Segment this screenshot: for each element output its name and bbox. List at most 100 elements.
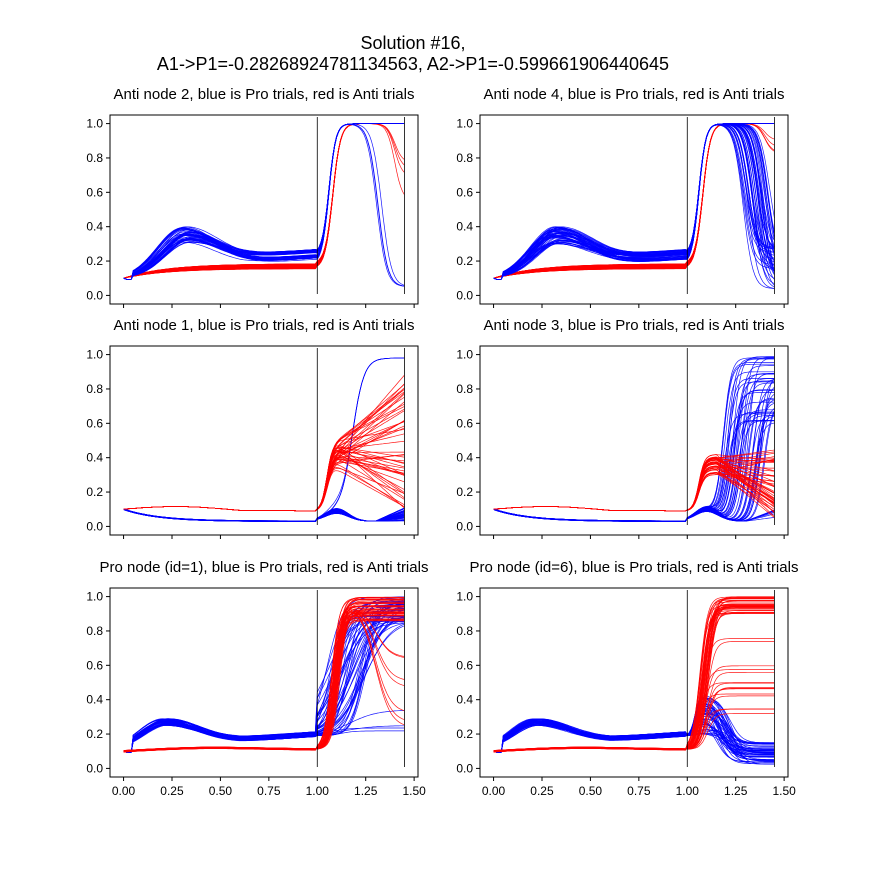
y-tick-label: 0.6: [86, 416, 103, 430]
x-tick-label: 0.75: [257, 784, 281, 798]
subplot-2: Anti node 4, blue is Pro trials, red is …: [456, 86, 789, 308]
axes-frame: [109, 587, 419, 778]
y-tick-label: 0.2: [456, 485, 473, 499]
y-tick-label: 0.4: [456, 220, 473, 234]
anti-trial-line: [123, 446, 405, 512]
y-tick-label: 0.4: [456, 451, 473, 465]
x-tick-label: 1.25: [354, 784, 378, 798]
y-tick-label: 1.0: [86, 590, 103, 604]
pro-trial-line: [493, 722, 775, 757]
anti-trial-line: [123, 610, 405, 752]
x-tick-label: 1.00: [306, 784, 330, 798]
anti-trial-line: [493, 612, 775, 752]
y-tick-label: 0.8: [456, 382, 473, 396]
y-tick-label: 1.0: [86, 348, 103, 362]
pro-trial-line: [493, 718, 775, 753]
x-tick-label: 1.00: [676, 784, 700, 798]
pro-trial-series: [493, 695, 775, 765]
figure-suptitle-line2: A1->P1=-0.28268924781134563, A2->P1=-0.5…: [157, 54, 669, 74]
anti-trial-line: [493, 606, 775, 751]
y-tick-label: 0.4: [86, 220, 103, 234]
anti-trial-line: [123, 605, 405, 752]
subplot-3: Anti node 1, blue is Pro trials, red is …: [86, 317, 419, 539]
y-tick-label: 0.8: [86, 624, 103, 638]
y-tick-label: 0.0: [456, 519, 473, 533]
pro-trial-line: [123, 607, 405, 753]
y-tick-label: 0.8: [86, 382, 103, 396]
y-tick-label: 0.6: [86, 658, 103, 672]
subplot-title: Anti node 2, blue is Pro trials, red is …: [114, 86, 415, 103]
pro-trial-line: [493, 124, 775, 280]
pro-trial-line: [493, 508, 775, 522]
subplot-title: Anti node 1, blue is Pro trials, red is …: [114, 317, 415, 334]
y-tick-label: 0.8: [456, 624, 473, 638]
x-tick-label: 1.25: [724, 784, 748, 798]
anti-trial-series: [493, 449, 775, 518]
y-tick-label: 0.2: [456, 254, 473, 268]
x-tick-label: 0.00: [112, 784, 136, 798]
x-tick-label: 0.75: [627, 784, 651, 798]
pro-trial-series: [123, 357, 405, 522]
subplot-4: Anti node 3, blue is Pro trials, red is …: [456, 317, 789, 539]
pro-trial-series: [493, 356, 775, 522]
y-tick-label: 0.0: [456, 288, 473, 302]
subplot-title: Pro node (id=6), blue is Pro trials, red…: [470, 559, 799, 576]
y-tick-label: 0.4: [86, 451, 103, 465]
pro-trial-line: [493, 123, 775, 280]
y-tick-label: 0.4: [456, 693, 473, 707]
y-tick-label: 1.0: [456, 590, 473, 604]
anti-trial-line: [123, 609, 405, 751]
subplot-title: Pro node (id=1), blue is Pro trials, red…: [100, 559, 429, 576]
anti-trial-series: [123, 374, 405, 512]
subplot-title: Anti node 3, blue is Pro trials, red is …: [484, 317, 785, 334]
anti-trial-series: [493, 596, 775, 753]
figure-suptitle-line1: Solution #16,: [360, 33, 465, 53]
x-tick-label: 0.25: [160, 784, 184, 798]
curves: [493, 356, 775, 522]
subplot-5: Pro node (id=1), blue is Pro trials, red…: [86, 559, 428, 798]
axes-frame: [479, 114, 789, 305]
x-tick-label: 1.50: [402, 784, 426, 798]
y-tick-label: 0.0: [456, 761, 473, 775]
curves: [493, 596, 775, 765]
y-tick-label: 1.0: [86, 117, 103, 131]
axes-frame: [109, 114, 419, 305]
y-tick-label: 0.2: [86, 254, 103, 268]
pro-trial-line: [123, 509, 405, 522]
axes-frame: [109, 345, 419, 536]
anti-trial-line: [493, 682, 775, 753]
y-tick-label: 0.2: [456, 727, 473, 741]
anti-trial-line: [493, 458, 775, 512]
y-tick-label: 0.4: [86, 693, 103, 707]
axes-frame: [479, 587, 789, 778]
y-tick-label: 0.0: [86, 761, 103, 775]
curves: [123, 596, 405, 753]
subplot-6: Pro node (id=6), blue is Pro trials, red…: [456, 559, 798, 798]
y-tick-label: 0.6: [456, 658, 473, 672]
y-tick-label: 0.6: [456, 416, 473, 430]
subplot-title: Anti node 4, blue is Pro trials, red is …: [484, 86, 785, 103]
x-tick-label: 1.50: [772, 784, 796, 798]
pro-trial-line: [123, 616, 405, 753]
anti-trial-line: [123, 619, 405, 753]
axes-frame: [479, 345, 789, 536]
y-tick-label: 0.0: [86, 288, 103, 302]
y-tick-label: 0.2: [86, 485, 103, 499]
pro-trial-line: [123, 124, 405, 287]
anti-trial-series: [123, 596, 405, 753]
x-tick-label: 0.50: [209, 784, 233, 798]
y-tick-label: 0.0: [86, 519, 103, 533]
pro-trial-line: [123, 123, 405, 280]
pro-trial-line: [493, 124, 775, 280]
curves: [123, 357, 405, 522]
curves: [493, 123, 775, 289]
subplot-1: Anti node 2, blue is Pro trials, red is …: [86, 86, 419, 308]
pro-trial-line: [493, 719, 775, 763]
y-tick-label: 0.2: [86, 727, 103, 741]
subplot-grid: Anti node 2, blue is Pro trials, red is …: [86, 86, 798, 798]
curves: [123, 123, 405, 287]
x-tick-label: 0.00: [482, 784, 506, 798]
y-tick-label: 0.6: [456, 185, 473, 199]
x-tick-label: 0.25: [530, 784, 554, 798]
